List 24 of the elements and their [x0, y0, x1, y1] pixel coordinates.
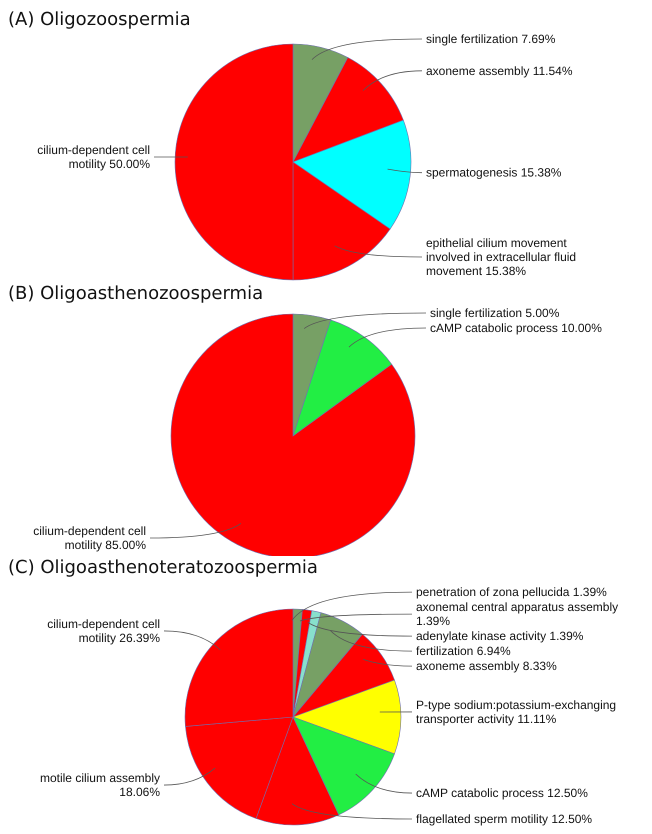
slice-label: cilium-dependent cell motility 85.00% — [33, 524, 146, 552]
slice-label: epithelial cilium movement involved in extracellular fluid movement 15.38% — [426, 236, 576, 278]
data-label: 1.39% — [416, 614, 450, 628]
slice-label: single fertilization 5.00% — [430, 306, 560, 320]
slice-label: adenylate kinase activity 1.39% — [416, 629, 584, 644]
slice-label: cilium-dependent cell motility 50.00% — [37, 143, 150, 172]
chart-title: (B) Oligoasthenozoospermia — [8, 282, 264, 306]
slice-label: axoneme assembly 8.33% — [416, 659, 558, 674]
slice-label: single fertilization 7.69% — [426, 32, 556, 46]
slice-label: penetration of zona pellucida 1.39% — [416, 585, 608, 600]
chart-title: (C) Oligoasthenoteratozoospermia — [8, 556, 319, 580]
slice-label: axoneme assembly 11.54% — [426, 64, 573, 78]
data-label: 18.06% — [119, 785, 160, 800]
chart-title: (A) Oligozoospermia — [8, 8, 192, 32]
slice-label: cilium-dependent cell motility 26.39% — [47, 616, 160, 645]
slice-label: motile cilium assembly — [40, 771, 160, 786]
slice-label: fertilization 6.94% — [416, 644, 512, 658]
slice-label: flagellated sperm motility 12.50% — [416, 812, 592, 826]
pie-slice — [170, 314, 416, 556]
slice-label: cAMP catabolic process 10.00% — [430, 321, 602, 335]
slice-label: axonemal central apparatus assembly — [416, 600, 618, 614]
slice-label: spermatogenesis 15.38% — [426, 166, 562, 180]
slice-label: P-type sodium:potassium-exchanging transporter activity 11.11% — [416, 698, 616, 726]
slice-label: cAMP catabolic process 12.50% — [416, 786, 588, 800]
